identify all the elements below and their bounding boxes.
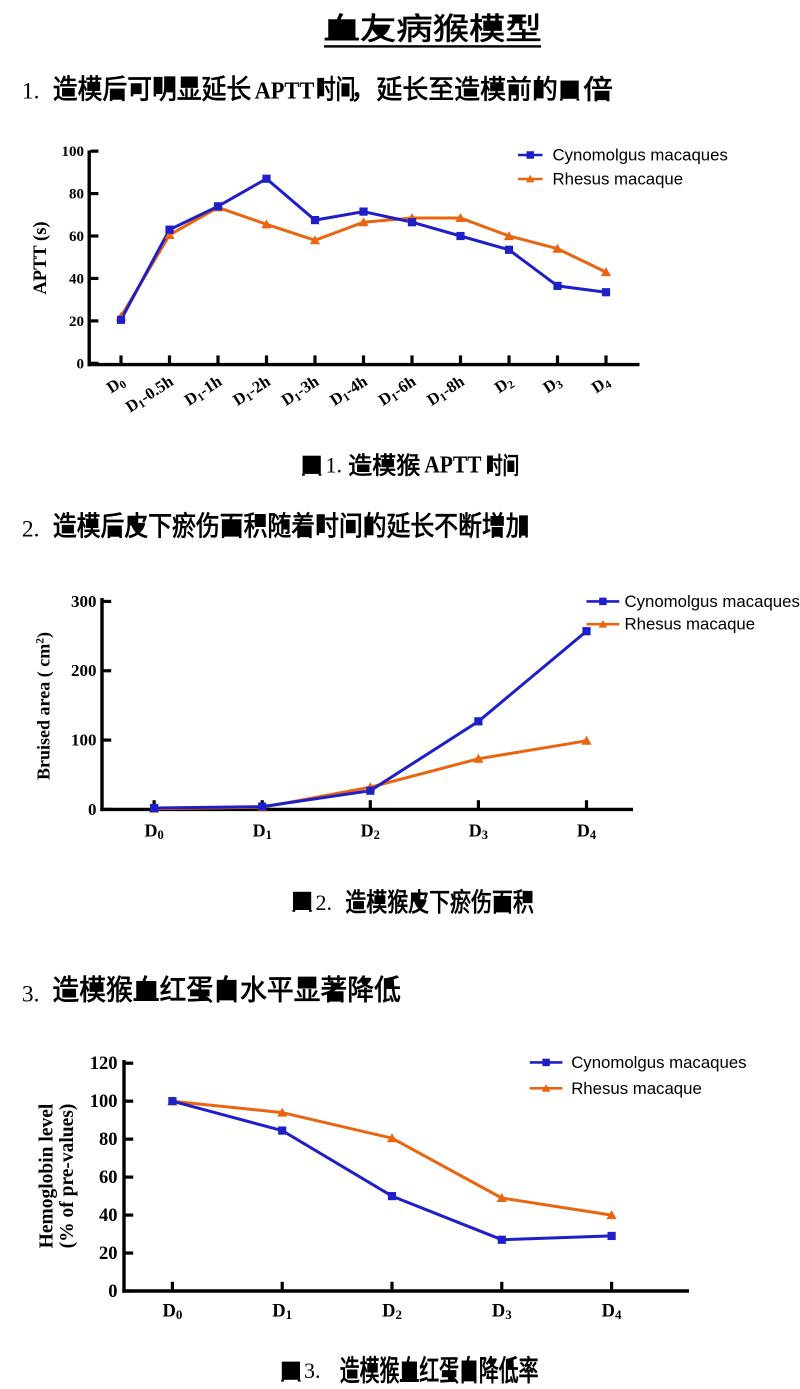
- svg-text:60: 60: [69, 229, 84, 245]
- svg-text:60: 60: [99, 1168, 118, 1188]
- svg-text:20: 20: [99, 1244, 118, 1264]
- svg-text:100: 100: [90, 1092, 118, 1112]
- svg-text:40: 40: [69, 271, 84, 287]
- svg-text:Cynomolgus macaques: Cynomolgus macaques: [625, 592, 800, 611]
- svg-text:0: 0: [88, 800, 97, 819]
- svg-text:Bruised area ( cm2): Bruised area ( cm2): [34, 632, 55, 780]
- svg-text:Hemoglobin level: Hemoglobin level: [36, 1103, 57, 1248]
- svg-text:120: 120: [90, 1054, 118, 1074]
- svg-text:2.: 2.: [22, 516, 40, 542]
- svg-text:100: 100: [71, 731, 97, 750]
- svg-text:80: 80: [99, 1130, 118, 1150]
- svg-text:D1: D1: [272, 1302, 292, 1323]
- svg-text:APTT (s): APTT (s): [31, 221, 51, 294]
- svg-text:D3: D3: [492, 1302, 512, 1323]
- svg-text:APTT: APTT: [255, 78, 315, 104]
- svg-text:3.: 3.: [304, 1358, 321, 1383]
- svg-text:200: 200: [71, 661, 97, 680]
- svg-text:3.: 3.: [22, 981, 40, 1007]
- svg-text:1.: 1.: [22, 79, 40, 105]
- svg-text:20: 20: [69, 314, 84, 330]
- svg-text:Rhesus macaque: Rhesus macaque: [571, 1079, 702, 1098]
- svg-text:100: 100: [62, 144, 85, 160]
- svg-text:80: 80: [69, 187, 84, 203]
- svg-text:D2: D2: [382, 1302, 402, 1323]
- svg-text:Cynomolgus macaques: Cynomolgus macaques: [571, 1053, 746, 1072]
- svg-text:0: 0: [108, 1282, 117, 1302]
- svg-text:D4: D4: [602, 1302, 622, 1323]
- svg-text:0: 0: [77, 356, 85, 372]
- svg-text:(% of pre-values): (% of pre-values): [57, 1104, 78, 1249]
- svg-text:Rhesus macaque: Rhesus macaque: [625, 615, 756, 634]
- svg-text:1.: 1.: [326, 453, 343, 478]
- svg-text:2.: 2.: [316, 890, 333, 915]
- svg-text:Cynomolgus macaques: Cynomolgus macaques: [553, 146, 728, 165]
- svg-text:Rhesus macaque: Rhesus macaque: [553, 170, 684, 189]
- svg-text:40: 40: [99, 1206, 118, 1226]
- svg-text:300: 300: [71, 592, 97, 611]
- svg-text:APTT: APTT: [424, 453, 481, 479]
- svg-text:D0: D0: [162, 1302, 182, 1323]
